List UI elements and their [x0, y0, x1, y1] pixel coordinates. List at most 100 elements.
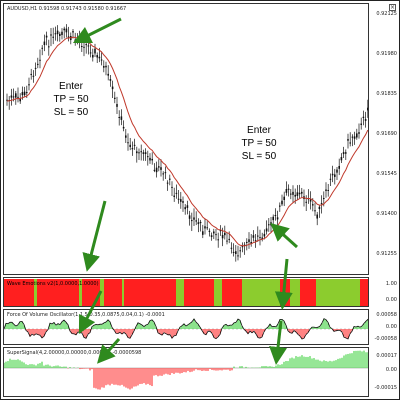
candle-body: [246, 242, 248, 243]
candle-body: [41, 48, 43, 49]
candle-body: [90, 52, 92, 53]
candle-body: [77, 40, 79, 41]
candle-body: [222, 235, 224, 238]
annotation-line: Enter: [48, 80, 94, 93]
candle-body: [160, 167, 162, 170]
wave-segment: [290, 279, 300, 307]
wave-segment: [122, 279, 124, 307]
candle-body: [59, 34, 61, 36]
candle-body: [132, 148, 134, 149]
wave-segment: [184, 279, 214, 307]
oscillator-canvas: [4, 310, 369, 345]
candle-body: [336, 170, 338, 173]
wave-segment: [104, 279, 122, 307]
candle-body: [275, 215, 277, 216]
wave-segment: [316, 279, 360, 307]
candle-body: [105, 66, 107, 68]
candle-body: [266, 228, 268, 231]
price-tick: 0.91835: [376, 91, 397, 97]
price-chart-pane[interactable]: AUDUSD,H1 0.91598 0.91743 0.91580 0.9166…: [3, 3, 369, 275]
candle-body: [50, 34, 52, 35]
candle-body: [52, 37, 54, 38]
candle-body: [345, 152, 347, 153]
candle-body: [125, 135, 127, 137]
candle-body: [156, 168, 158, 172]
candle-body: [26, 92, 28, 93]
candle-body: [184, 207, 186, 209]
candle-body: [11, 96, 13, 98]
moving-average-line: [7, 37, 368, 246]
candle-body: [316, 215, 318, 219]
candle-body: [28, 84, 30, 85]
wave-tick: 1.00: [386, 281, 397, 287]
candle-body: [204, 226, 206, 228]
candle-body: [24, 92, 26, 95]
candle-body: [154, 170, 156, 171]
candle-body: [253, 235, 255, 238]
candle-body: [310, 199, 312, 201]
candle-body: [319, 207, 321, 209]
wave-segment: [280, 279, 290, 307]
histogram-pane[interactable]: SuperSignal(4,2.00000,0.00000,0.00000) -…: [3, 347, 369, 397]
hist-tick: -0.00015: [375, 385, 397, 391]
candle-body: [198, 222, 200, 224]
candle-body: [37, 64, 39, 65]
candle-body: [66, 29, 68, 33]
wave-emotions-pane[interactable]: Wave Emotions v2(1,0.0000,1.0000): [3, 277, 369, 307]
price-chart-canvas: [4, 4, 369, 275]
candle-body: [96, 55, 98, 57]
candle-body: [57, 31, 59, 34]
candle-body: [85, 44, 87, 45]
candle-body: [323, 198, 325, 199]
candle-body: [140, 151, 142, 152]
candle-body: [127, 142, 129, 143]
candle-body: [264, 234, 266, 237]
oscillator-pane[interactable]: Force Of Volume Oscillator(1,1.5,0.35,0.…: [3, 309, 369, 345]
candle-body: [143, 152, 145, 154]
candle-body: [235, 251, 237, 254]
candle-body: [180, 199, 182, 202]
candle-body: [121, 116, 123, 119]
wave-emotions-title: Wave Emotions v2(1,0.0000,1.0000): [7, 281, 99, 287]
candle-body: [242, 246, 244, 247]
candle-body: [92, 55, 94, 58]
candle-body: [360, 124, 362, 125]
candle-body: [61, 32, 63, 35]
candle-body: [343, 152, 345, 154]
price-tick: 0.91690: [376, 131, 397, 137]
candle-body: [151, 159, 153, 160]
candle-body: [114, 98, 116, 99]
candle-body: [325, 190, 327, 192]
candle-body: [338, 166, 340, 169]
candle-body: [136, 151, 138, 153]
candle-body: [327, 190, 329, 191]
candle-body: [55, 33, 57, 34]
candle-body: [112, 87, 114, 90]
candle-body: [191, 220, 193, 221]
candle-body: [248, 239, 250, 242]
hist-tick: 0.00: [386, 367, 397, 373]
candle-body: [277, 217, 279, 219]
wave-segment: [176, 279, 184, 307]
candle-body: [101, 60, 103, 61]
candle-body: [233, 252, 235, 253]
candle-body: [107, 74, 109, 76]
candle-body: [209, 231, 211, 232]
candle-body: [237, 255, 239, 256]
candle-body: [48, 46, 50, 47]
candle-body: [281, 201, 283, 205]
candle-body: [321, 203, 323, 204]
annotation-line: SL = 50: [236, 150, 282, 163]
candle-body: [314, 210, 316, 211]
candle-body: [352, 137, 354, 138]
candle-body: [138, 152, 140, 153]
candle-body: [358, 132, 360, 134]
osc-tick: -0.00058: [375, 336, 397, 342]
candle-body: [81, 46, 83, 47]
candle-body: [79, 40, 81, 43]
candle-body: [44, 42, 46, 45]
entry-annotation-left: Enter TP = 50 SL = 50: [48, 80, 94, 119]
candle-body: [257, 236, 259, 237]
candle-body: [332, 174, 334, 175]
candle-body: [17, 97, 19, 98]
